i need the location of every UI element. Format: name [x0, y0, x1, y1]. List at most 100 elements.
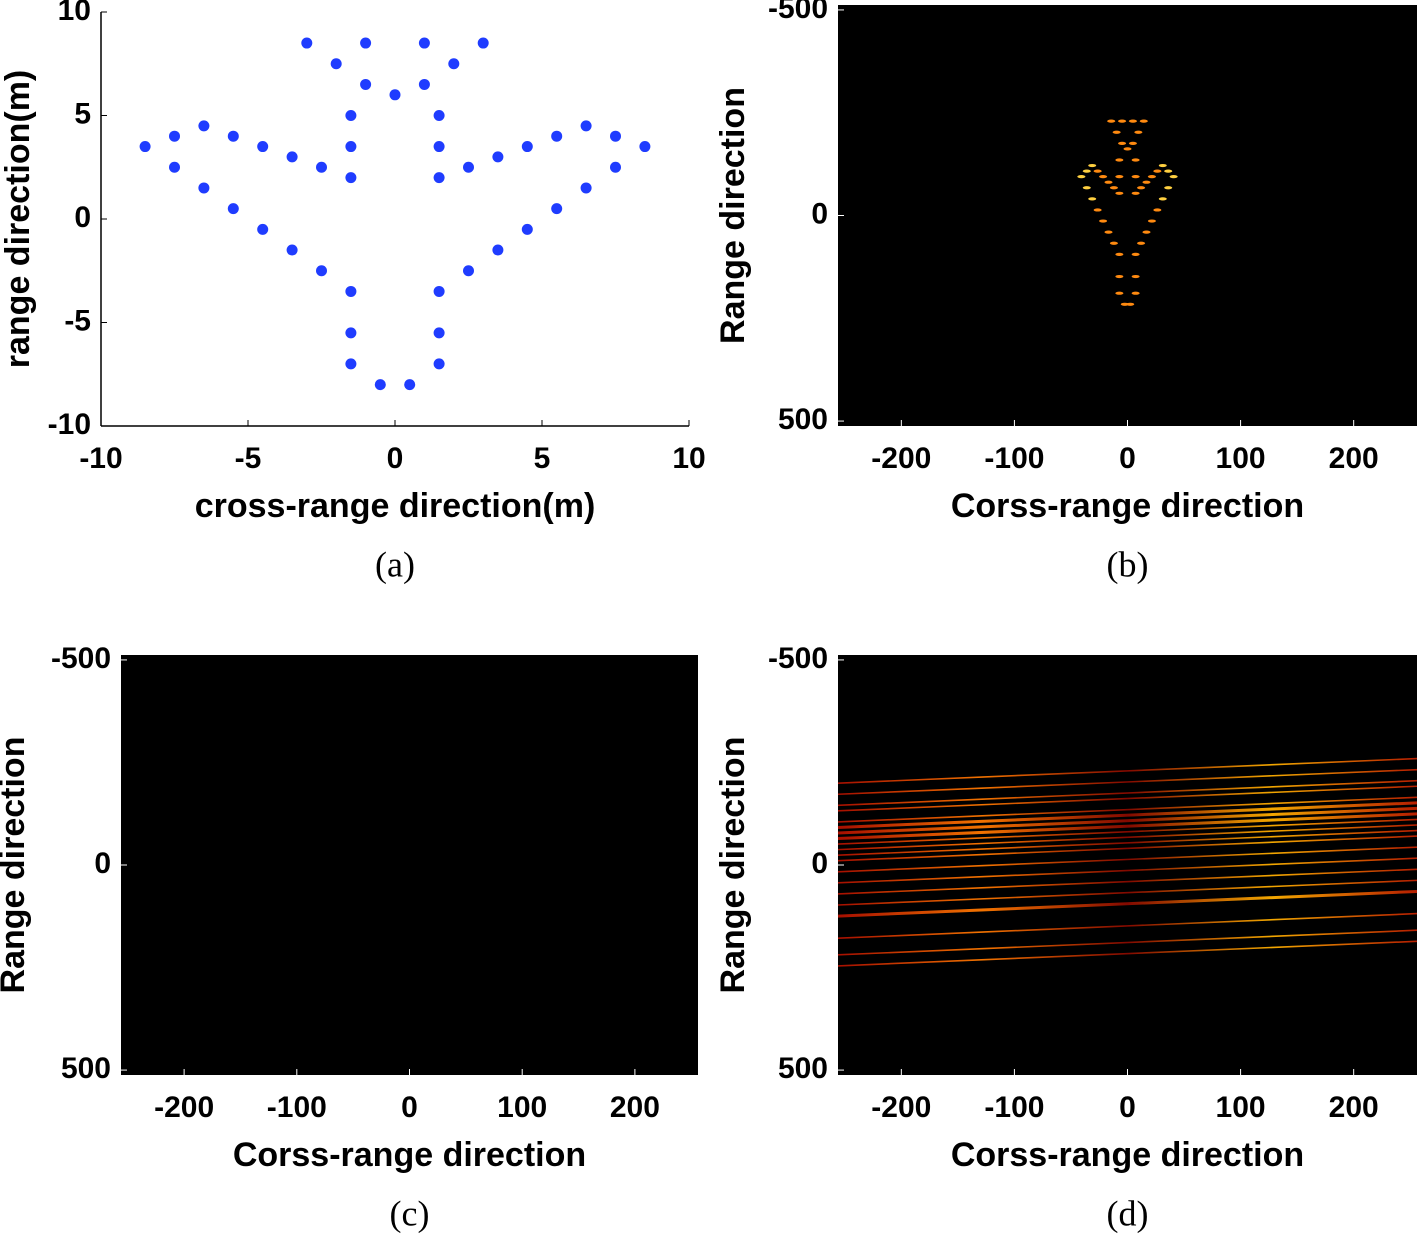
x-tick-label: 0: [1119, 1091, 1136, 1124]
point: [639, 141, 651, 153]
focus-spot: [1118, 119, 1127, 123]
image-background: [838, 5, 1417, 426]
focus-spot: [1115, 175, 1124, 179]
point: [521, 141, 533, 153]
x-tick-label: -10: [79, 442, 122, 475]
point: [227, 203, 239, 215]
point: [345, 285, 357, 297]
focus-spot: [1142, 230, 1151, 234]
image-content: [121, 770, 698, 955]
focus-spot: [1131, 274, 1140, 279]
focus-spot: [1112, 130, 1121, 134]
y-axis-label: Range direction: [714, 737, 752, 994]
x-axis-label: Corss-range direction: [951, 487, 1304, 525]
x-tick-label: -100: [267, 1091, 327, 1124]
y-tick-label: -500: [768, 0, 828, 25]
y-tick-label: -5: [64, 304, 91, 337]
range-stripe: [837, 857, 1418, 884]
x-tick-label: 200: [1329, 1091, 1379, 1124]
point: [433, 110, 445, 121]
focus-spot: [1126, 302, 1135, 306]
focus-spot: [1109, 241, 1118, 245]
point: [345, 327, 357, 339]
x-tick-label: 10: [672, 442, 705, 475]
point: [418, 78, 430, 90]
x-axis-label: Corss-range direction: [951, 1136, 1304, 1174]
point: [345, 172, 357, 184]
focus-spot: [1134, 130, 1143, 134]
focus-spot: [1131, 291, 1140, 295]
x-tick-label: -200: [871, 442, 931, 475]
range-stripe: [837, 779, 1418, 807]
x-tick-label: 0: [387, 442, 404, 475]
point: [345, 141, 357, 153]
x-tick-label: 200: [1329, 442, 1379, 475]
point: [389, 89, 401, 101]
x-tick-label: 100: [1216, 1091, 1266, 1124]
caption: (c): [390, 1193, 430, 1233]
focus-spot: [1153, 169, 1162, 173]
focus-spot: [1158, 197, 1167, 201]
point: [551, 130, 563, 142]
point: [433, 141, 445, 153]
focus-spot: [1131, 191, 1140, 195]
y-tick-label: 500: [61, 1052, 111, 1085]
point: [580, 120, 592, 132]
y-tick-label: -500: [51, 642, 111, 675]
range-stripe: [837, 868, 1418, 895]
point: [169, 130, 180, 142]
caption: (d): [1107, 1193, 1149, 1233]
focus-spot: [1147, 219, 1156, 223]
point: [433, 285, 445, 297]
focus-spot: [1137, 186, 1146, 190]
range-stripe: [837, 801, 1418, 829]
point: [345, 358, 357, 370]
point: [316, 265, 327, 277]
focus-spot: [1158, 163, 1167, 168]
point: [433, 358, 445, 370]
focus-spot: [1104, 180, 1113, 184]
focus-spot: [1131, 175, 1140, 179]
focus-spot: [1137, 241, 1146, 245]
point: [463, 161, 474, 173]
point: [345, 110, 357, 121]
x-tick-label: 100: [497, 1091, 547, 1124]
range-stripe: [837, 940, 1418, 967]
point: [463, 265, 474, 277]
focus-spot: [1128, 119, 1137, 123]
focus-spot: [1093, 169, 1102, 173]
focus-spot: [1118, 141, 1127, 145]
focus-spot: [1115, 252, 1124, 256]
focus-spot: [1115, 158, 1124, 162]
point: [610, 130, 621, 142]
image-content: [837, 757, 1418, 967]
point: [360, 78, 372, 90]
y-tick-label: 500: [778, 403, 828, 436]
focus-spot: [1153, 208, 1162, 212]
focus-spot: [1164, 186, 1173, 190]
point: [169, 161, 180, 173]
y-tick-label: 5: [74, 97, 91, 130]
range-stripe: [837, 818, 1418, 845]
focus-spot: [1099, 219, 1108, 223]
focus-spot: [1139, 119, 1148, 123]
x-tick-label: -200: [871, 1091, 931, 1124]
point: [433, 327, 445, 339]
focus-spot: [1115, 274, 1124, 279]
x-tick-label: -5: [235, 442, 262, 475]
point: [551, 203, 563, 215]
point: [257, 223, 269, 235]
x-axis-label: cross-range direction(m): [195, 487, 596, 525]
point: [139, 141, 151, 153]
y-axis-label: range direction(m): [0, 70, 37, 368]
caption: (a): [375, 544, 415, 584]
range-stripe: [837, 929, 1418, 956]
image-background: [121, 655, 698, 1075]
range-stripe: [837, 824, 1418, 851]
point: [374, 379, 386, 391]
y-axis-label: Range direction: [0, 737, 32, 994]
y-tick-label: -500: [768, 642, 828, 675]
focus-spot: [1131, 158, 1140, 162]
x-tick-label: -100: [984, 442, 1044, 475]
